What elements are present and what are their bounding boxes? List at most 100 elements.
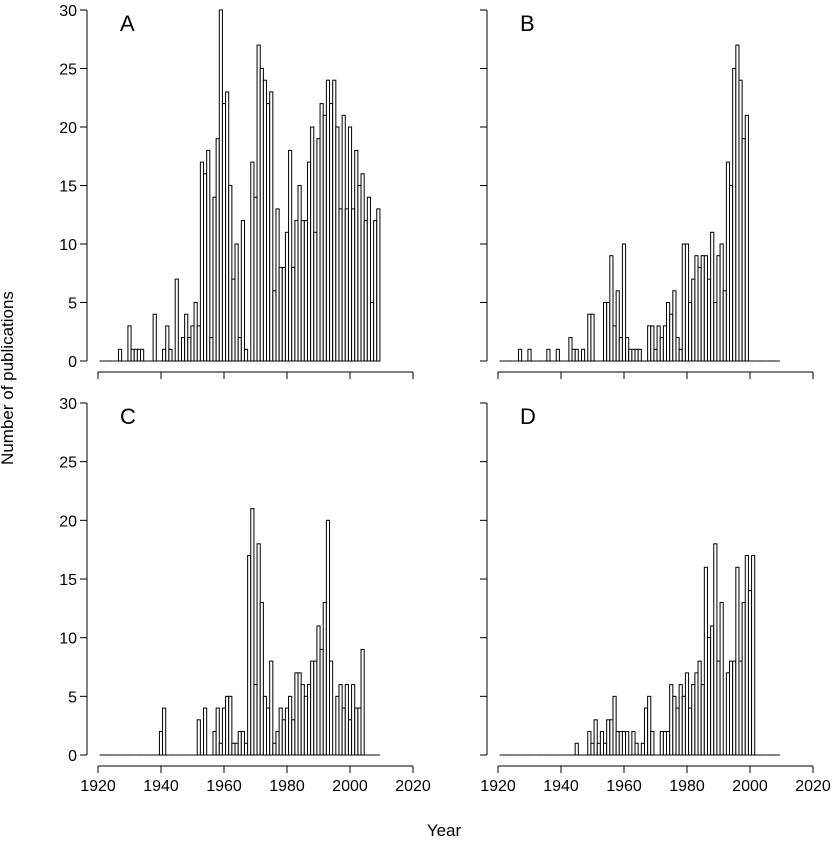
x-axis bbox=[497, 371, 814, 379]
y-axis: 0 5 10 15 20 25 30 bbox=[59, 3, 88, 371]
bar bbox=[250, 508, 255, 756]
x-tick-label: 1960 bbox=[606, 778, 642, 795]
y-tick-label: 20 bbox=[59, 513, 77, 530]
bar bbox=[719, 601, 724, 756]
y-tick-label: 15 bbox=[59, 179, 77, 196]
bar bbox=[288, 149, 293, 362]
y-tick-label: 20 bbox=[59, 120, 77, 137]
x-tick-label: 1920 bbox=[480, 778, 516, 795]
y-tick-label: 10 bbox=[59, 631, 77, 648]
y-axis: 0 5 10 15 20 25 30 bbox=[59, 396, 88, 765]
bar bbox=[555, 348, 560, 362]
bar bbox=[751, 555, 756, 756]
bar bbox=[580, 348, 586, 362]
bar bbox=[615, 290, 620, 362]
panel-label: B bbox=[520, 11, 535, 36]
bar bbox=[621, 243, 627, 362]
x-tick-label: 2000 bbox=[332, 778, 368, 795]
y-tick-label: 30 bbox=[59, 3, 77, 20]
bar bbox=[228, 695, 233, 756]
bar bbox=[234, 243, 239, 362]
bar bbox=[593, 719, 598, 756]
bar bbox=[152, 313, 157, 362]
y-axis-title: Number of publications bbox=[0, 291, 17, 465]
bar bbox=[168, 348, 173, 362]
x-tick-label: 2020 bbox=[795, 778, 831, 795]
bar bbox=[637, 348, 642, 362]
x-axis: 1920 1940 1960 1980 2000 2020 bbox=[480, 765, 831, 795]
bar bbox=[269, 91, 274, 362]
panel-b: B bbox=[480, 9, 814, 379]
y-tick-label: 5 bbox=[68, 296, 77, 313]
bar bbox=[376, 208, 381, 362]
bar bbox=[517, 348, 523, 362]
bar bbox=[140, 348, 145, 362]
x-tick-label: 1940 bbox=[543, 778, 579, 795]
x-tick-label: 1960 bbox=[206, 778, 242, 795]
x-axis: 1920 1940 1960 1980 2000 2020 bbox=[80, 765, 431, 795]
y-tick-label: 10 bbox=[59, 237, 77, 254]
bar bbox=[215, 707, 220, 756]
panel-d: D 1920 1940 1960 1980 2000 2020 bbox=[480, 402, 831, 795]
y-axis bbox=[480, 402, 488, 756]
panel-label: C bbox=[120, 404, 136, 429]
bar bbox=[240, 220, 245, 362]
bar bbox=[744, 114, 749, 362]
bar bbox=[710, 231, 715, 362]
bar bbox=[360, 648, 365, 756]
bar bbox=[574, 742, 579, 756]
bar bbox=[647, 695, 652, 756]
bar bbox=[196, 719, 201, 756]
x-axis bbox=[97, 371, 414, 379]
bar bbox=[174, 278, 179, 362]
panel-c: C 0 5 10 15 20 25 30 1920 1940 1960 1980 2000 2020 bbox=[59, 396, 431, 795]
bar bbox=[609, 255, 614, 362]
bar-series bbox=[99, 9, 381, 362]
bar bbox=[259, 601, 264, 756]
bar-series bbox=[499, 44, 780, 362]
bar bbox=[650, 325, 655, 362]
y-axis bbox=[480, 9, 488, 362]
y-tick-label: 25 bbox=[59, 62, 77, 79]
x-tick-label: 1980 bbox=[269, 778, 305, 795]
y-tick-label: 0 bbox=[68, 354, 77, 371]
bar bbox=[574, 348, 579, 362]
y-tick-label: 25 bbox=[59, 455, 77, 472]
panel-a: A 0 5 10 15 20 25 30 bbox=[59, 3, 414, 379]
x-tick-label: 2020 bbox=[395, 778, 431, 795]
y-tick-label: 30 bbox=[59, 396, 77, 413]
panel-label: D bbox=[520, 404, 536, 429]
bar bbox=[546, 348, 551, 362]
bar bbox=[117, 348, 123, 362]
bar bbox=[625, 731, 630, 756]
bar bbox=[228, 185, 233, 362]
bar bbox=[329, 660, 334, 756]
bar-series bbox=[99, 508, 380, 756]
bar bbox=[366, 196, 371, 362]
bar bbox=[127, 325, 132, 362]
bar bbox=[162, 707, 167, 756]
bar bbox=[206, 149, 211, 362]
x-tick-label: 2000 bbox=[732, 778, 768, 795]
y-tick-label: 15 bbox=[59, 572, 77, 589]
bar bbox=[203, 707, 208, 756]
bar bbox=[634, 742, 639, 756]
x-axis-title: Year bbox=[427, 821, 462, 840]
bar bbox=[612, 695, 617, 756]
bar bbox=[325, 519, 331, 756]
bar bbox=[672, 290, 677, 362]
bar-series bbox=[499, 543, 780, 756]
x-tick-label: 1980 bbox=[669, 778, 705, 795]
bar bbox=[650, 731, 655, 756]
bar bbox=[269, 660, 274, 756]
y-tick-label: 0 bbox=[68, 748, 77, 765]
x-tick-label: 1940 bbox=[143, 778, 179, 795]
bar bbox=[713, 543, 718, 756]
bar bbox=[243, 348, 249, 362]
x-tick-label: 1920 bbox=[80, 778, 116, 795]
y-tick-label: 5 bbox=[68, 689, 77, 706]
panel-label: A bbox=[120, 11, 135, 36]
bar bbox=[165, 325, 170, 362]
bar bbox=[527, 348, 532, 362]
bar bbox=[590, 313, 595, 362]
